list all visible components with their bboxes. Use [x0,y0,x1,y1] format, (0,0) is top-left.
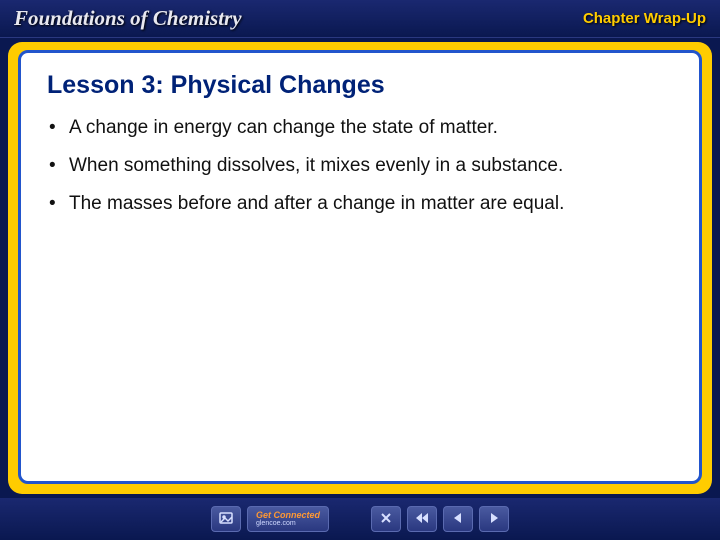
chapter-wrapup-label: Chapter Wrap-Up [583,10,706,27]
rewind-button[interactable] [407,506,437,532]
book-title: Foundations of Chemistry [14,6,242,31]
prev-icon [450,510,466,529]
nav-bar: Get Connected glencoe.com [0,498,720,540]
close-button[interactable] [371,506,401,532]
image-button[interactable] [211,506,241,532]
get-connected-sub: glencoe.com [256,520,320,527]
bullet-list: A change in energy can change the state … [47,116,673,215]
rewind-icon [414,510,430,529]
get-connected-title: Get Connected [256,511,320,520]
next-icon [486,510,502,529]
lesson-title: Lesson 3: Physical Changes [47,71,673,100]
bullet-item: The masses before and after a change in … [47,192,673,216]
nav-group-right [371,506,509,532]
slide-outer-frame: Lesson 3: Physical Changes A change in e… [8,42,712,494]
bullet-item: A change in energy can change the state … [47,116,673,140]
image-icon [218,510,234,529]
header-bar: Foundations of Chemistry Chapter Wrap-Up [0,0,720,38]
bullet-item: When something dissolves, it mixes evenl… [47,154,673,178]
slide-inner-frame: Lesson 3: Physical Changes A change in e… [18,50,702,484]
get-connected-button[interactable]: Get Connected glencoe.com [247,506,329,532]
close-icon [378,510,394,529]
nav-group-left: Get Connected glencoe.com [211,506,357,532]
next-button[interactable] [479,506,509,532]
prev-button[interactable] [443,506,473,532]
